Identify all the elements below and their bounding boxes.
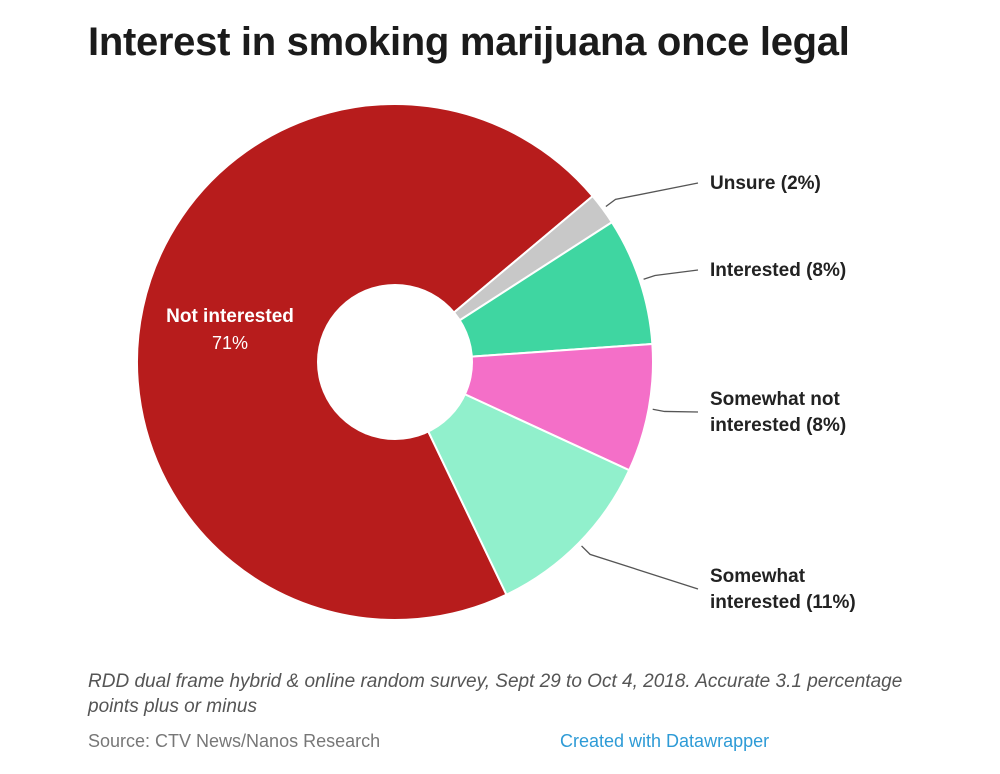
slice-value-not-interested: 71% [212,333,248,353]
slice-label-somewhat-interested: Somewhat interested (11%) [710,566,856,613]
leader-line-interested [643,269,699,280]
chart-source: Source: CTV News/Nanos Research [88,731,381,751]
slice-label-interested: Interested (8%) [710,260,846,281]
donut-hole [317,284,473,440]
slice-label-not-interested: Not interested [166,306,294,327]
slice-somewhat-interested [392,359,631,597]
leader-line-somewhat-interested [581,545,699,590]
chart-title: Interest in smoking marijuana once legal [88,20,850,64]
chart-notes: RDD dual frame hybrid & online random su… [88,671,903,717]
slice-label-somewhat-not-interested: Somewhat not interested (8%) [710,389,846,436]
datawrapper-credit-link[interactable]: Created with Datawrapper [560,731,770,751]
leader-line-unsure [605,182,699,208]
slice-label-unsure: Unsure (2%) [710,173,821,194]
leader-line-somewhat-not-interested [652,408,699,413]
